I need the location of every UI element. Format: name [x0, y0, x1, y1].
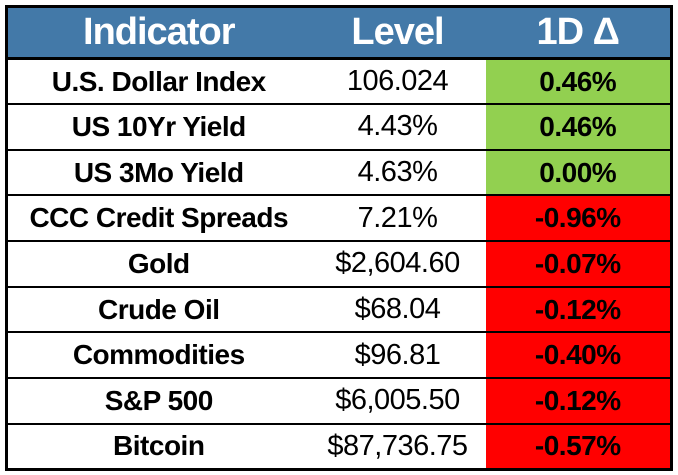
level-cell: $87,736.75 [309, 422, 486, 470]
table-row: US 3Mo Yield 4.63% 0.00% [6, 148, 672, 196]
level-cell: $2,604.60 [309, 240, 486, 287]
delta-cell: -0.57% [485, 422, 672, 470]
level-cell: $68.04 [309, 285, 486, 333]
delta-cell: -0.12% [485, 377, 672, 424]
level-cell: $6,005.50 [309, 377, 486, 424]
indicator-cell: U.S. Dollar Index [6, 58, 310, 105]
table-row: Crude Oil $68.04 -0.12% [6, 285, 672, 333]
table-row: S&P 500 $6,005.50 -0.12% [6, 377, 672, 424]
header-row: Indicator Level 1D Δ [6, 6, 672, 60]
table-body: U.S. Dollar Index 106.024 0.46% US 10Yr … [6, 58, 672, 470]
level-cell: $96.81 [309, 331, 486, 379]
table-row: Commodities $96.81 -0.40% [6, 331, 672, 379]
delta-cell: 0.46% [485, 103, 672, 150]
table-row: U.S. Dollar Index 106.024 0.46% [6, 58, 672, 105]
delta-cell: 0.46% [485, 58, 672, 105]
delta-cell: -0.12% [485, 285, 672, 333]
table-header: Indicator Level 1D Δ [6, 6, 672, 60]
delta-cell: -0.96% [485, 194, 672, 242]
col-header-delta: 1D Δ [485, 6, 672, 60]
level-cell: 4.43% [309, 103, 486, 150]
delta-cell: -0.07% [485, 240, 672, 287]
indicator-cell: US 3Mo Yield [6, 148, 310, 196]
table-row: CCC Credit Spreads 7.21% -0.96% [6, 194, 672, 242]
col-header-indicator: Indicator [6, 6, 310, 60]
market-indicators-table: Indicator Level 1D Δ U.S. Dollar Index 1… [5, 5, 673, 471]
table-row: Bitcoin $87,736.75 -0.57% [6, 422, 672, 470]
level-cell: 106.024 [309, 58, 486, 105]
indicator-cell: US 10Yr Yield [6, 103, 310, 150]
level-cell: 4.63% [309, 148, 486, 196]
delta-cell: 0.00% [485, 148, 672, 196]
table-row: Gold $2,604.60 -0.07% [6, 240, 672, 287]
level-cell: 7.21% [309, 194, 486, 242]
indicator-cell: Commodities [6, 331, 310, 379]
indicator-cell: Crude Oil [6, 285, 310, 333]
indicator-cell: Gold [6, 240, 310, 287]
table-row: US 10Yr Yield 4.43% 0.46% [6, 103, 672, 150]
indicator-cell: Bitcoin [6, 422, 310, 470]
col-header-level: Level [309, 6, 486, 60]
delta-cell: -0.40% [485, 331, 672, 379]
indicator-cell: S&P 500 [6, 377, 310, 424]
indicator-cell: CCC Credit Spreads [6, 194, 310, 242]
